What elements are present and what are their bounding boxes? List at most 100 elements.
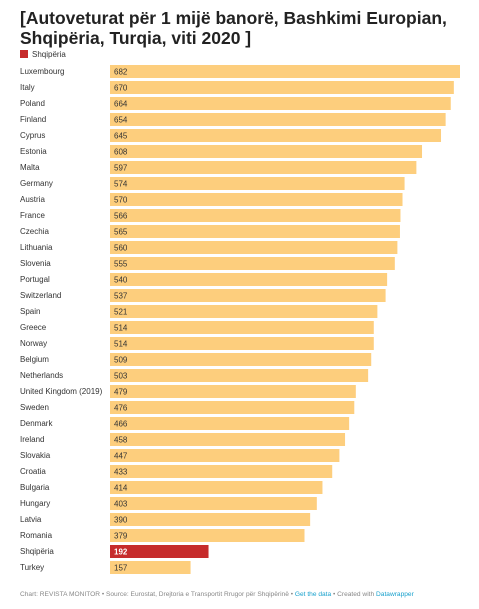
legend-label: Shqipëria xyxy=(32,49,66,59)
value-label: 521 xyxy=(114,308,128,317)
value-label: 597 xyxy=(114,164,128,173)
bar xyxy=(110,289,386,302)
bar xyxy=(110,513,311,526)
category-label: Finland xyxy=(20,115,46,124)
bar xyxy=(110,257,395,270)
bar xyxy=(110,337,374,350)
value-label: 414 xyxy=(114,484,128,493)
category-label: Malta xyxy=(20,163,40,172)
bar xyxy=(110,241,398,254)
bar xyxy=(110,177,405,190)
value-label: 645 xyxy=(114,132,128,141)
value-label: 574 xyxy=(114,180,128,189)
value-label: 479 xyxy=(114,388,128,397)
value-label: 157 xyxy=(114,564,128,573)
value-label: 447 xyxy=(114,452,128,461)
value-label: 540 xyxy=(114,276,128,285)
category-label: Spain xyxy=(20,307,40,316)
footer-separator: • xyxy=(288,591,295,598)
category-label: Estonia xyxy=(20,147,47,156)
value-label: 509 xyxy=(114,356,128,365)
bar xyxy=(110,225,400,238)
category-label: Netherlands xyxy=(20,371,63,380)
value-label: 466 xyxy=(114,420,128,429)
category-label: Romania xyxy=(20,531,53,540)
bar xyxy=(110,65,460,78)
footer: Chart: REVISTA MONITOR • Source: Eurosta… xyxy=(20,591,479,598)
category-label: Denmark xyxy=(20,419,53,428)
bar xyxy=(110,145,423,158)
value-label: 537 xyxy=(114,292,128,301)
bar xyxy=(110,209,401,222)
chart-container: [Autoveturat për 1 mijë banorë, Bashkimi… xyxy=(20,0,469,609)
bar xyxy=(110,273,388,286)
category-label: Austria xyxy=(20,195,45,204)
category-label: Luxembourg xyxy=(20,67,64,76)
category-label: Norway xyxy=(20,339,47,348)
category-label: Italy xyxy=(20,83,35,92)
value-label: 403 xyxy=(114,500,128,509)
category-label: Latvia xyxy=(20,515,42,524)
category-label: United Kingdom (2019) xyxy=(20,387,103,396)
footer-separator: • xyxy=(331,591,338,598)
value-label: 565 xyxy=(114,228,128,237)
value-label: 458 xyxy=(114,436,128,445)
category-label: Ireland xyxy=(20,435,44,444)
value-label: 566 xyxy=(114,212,128,221)
value-label: 379 xyxy=(114,532,128,541)
value-label: 390 xyxy=(114,516,128,525)
bar xyxy=(110,401,355,414)
legend: Shqipëria xyxy=(20,48,66,60)
bar-chart: Luxembourg 682 Italy 670 Poland 664 Finland 654… xyxy=(20,65,460,574)
value-label: 570 xyxy=(114,196,128,205)
source-note: Source: Eurostat, Drejtoria e Transporti… xyxy=(105,591,289,598)
category-label: France xyxy=(20,211,45,220)
bar xyxy=(110,161,417,174)
footer-separator: • xyxy=(100,591,106,598)
category-label: Hungary xyxy=(20,499,50,508)
value-label: 654 xyxy=(114,116,128,125)
category-label: Portugal xyxy=(20,275,50,284)
bar xyxy=(110,417,350,430)
bar xyxy=(110,321,374,334)
category-label: Bulgaria xyxy=(20,483,50,492)
category-label: Switzerland xyxy=(20,291,61,300)
created-with-label: Created with xyxy=(337,591,375,598)
bar xyxy=(110,81,454,94)
bar xyxy=(110,497,317,510)
category-label: Shqipëria xyxy=(20,547,54,556)
value-label: 560 xyxy=(114,244,128,253)
legend-swatch xyxy=(20,50,28,58)
bar xyxy=(110,305,378,318)
value-label: 514 xyxy=(114,340,128,349)
datawrapper-link[interactable]: Datawrapper xyxy=(376,591,414,598)
category-label: Greece xyxy=(20,323,47,332)
value-label: 192 xyxy=(114,548,128,557)
category-label: Slovenia xyxy=(20,259,51,268)
value-label: 503 xyxy=(114,372,128,381)
category-label: Cyprus xyxy=(20,131,45,140)
bar xyxy=(110,561,191,574)
bar xyxy=(110,193,403,206)
chart-credit: Chart: REVISTA MONITOR xyxy=(20,591,100,598)
category-label: Czechia xyxy=(20,227,49,236)
value-label: 555 xyxy=(114,260,128,269)
value-label: 514 xyxy=(114,324,128,333)
bar xyxy=(110,97,451,110)
bar xyxy=(110,369,369,382)
category-label: Croatia xyxy=(20,467,46,476)
bar xyxy=(110,481,323,494)
category-label: Poland xyxy=(20,99,45,108)
category-label: Lithuania xyxy=(20,243,53,252)
get-data-link[interactable]: Get the data xyxy=(294,591,332,598)
bar xyxy=(110,465,333,478)
bar xyxy=(110,529,305,542)
value-label: 682 xyxy=(114,68,128,77)
category-label: Sweden xyxy=(20,403,49,412)
bar xyxy=(110,385,356,398)
bar xyxy=(110,353,372,366)
value-label: 476 xyxy=(114,404,128,413)
bar xyxy=(110,129,442,142)
value-label: 608 xyxy=(114,148,128,157)
value-label: 433 xyxy=(114,468,128,477)
